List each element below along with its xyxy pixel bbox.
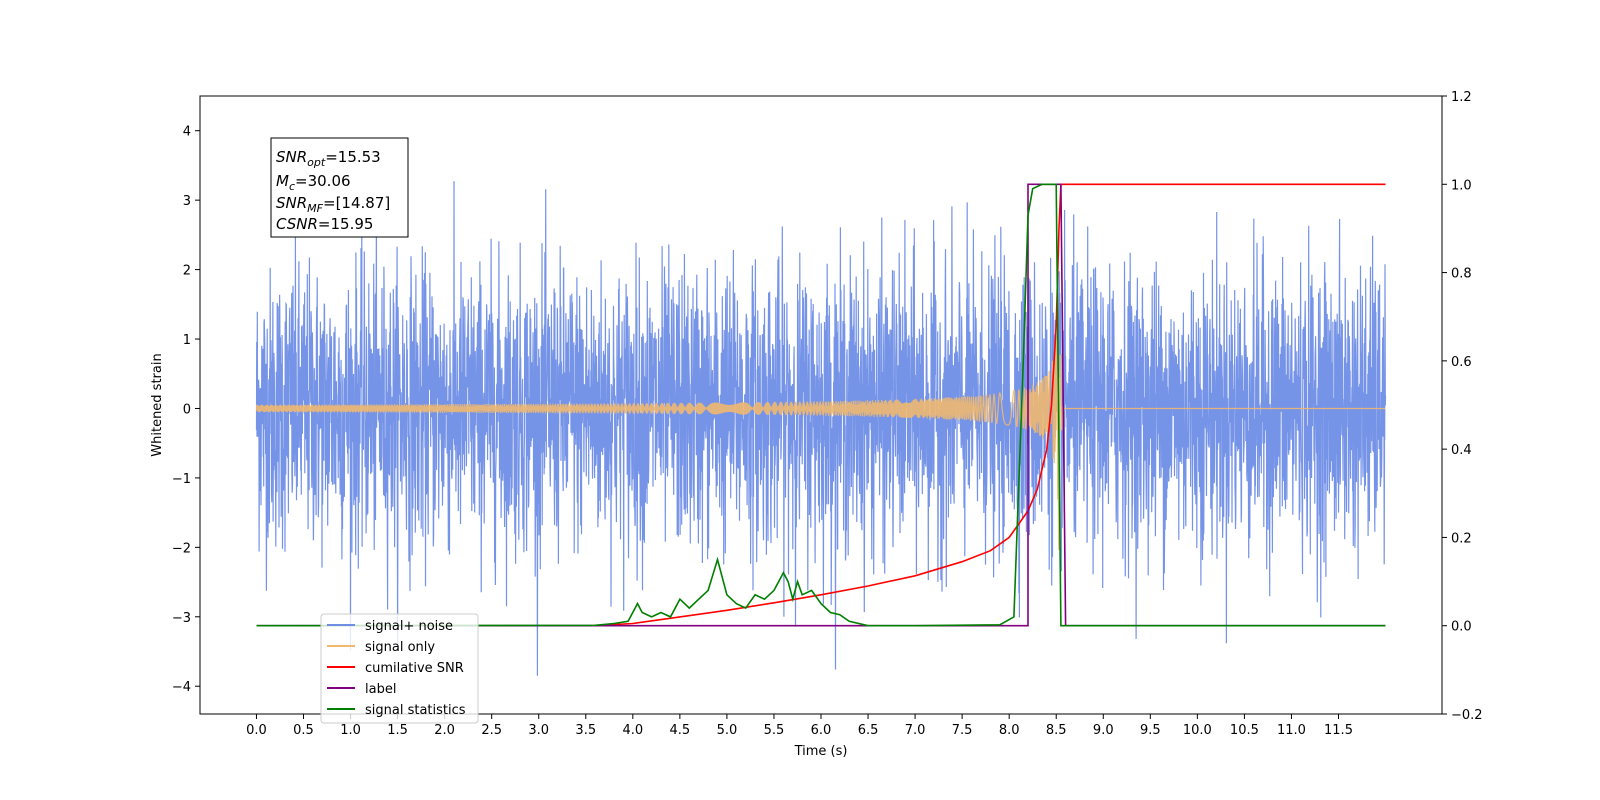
y2-tick-label: 1.0 [1451,178,1472,193]
legend-label-signal-statistics: signal statistics [365,703,466,718]
y-tick-label: −1 [172,472,191,487]
x-axis: 0.0 0.5 1.0 1.5 2.0 2.5 3.0 3.5 4.0 4.5 5.0 5.5 6.0 6… [246,714,1353,738]
x-tick-label: 9.0 [1093,723,1114,738]
stat-mc-sub: c [289,180,295,193]
y-axis-left: 4 3 2 1 0 −1 −2 −3 −4 [172,125,200,695]
x-tick-label: 4.0 [622,723,643,738]
x-tick-label: 3.0 [528,723,549,738]
x-tick-label: 11.5 [1324,723,1353,738]
legend: signal+ noise signal only cumilative SNR… [320,613,479,724]
x-tick-label: 7.5 [952,723,973,738]
series-signal-only [255,336,1386,551]
y2-tick-label: 0.8 [1451,267,1472,282]
x-tick-label: 9.5 [1140,723,1161,738]
stat-snr-opt-base: SNR [276,148,307,166]
y2-tick-label: 1.2 [1451,90,1472,105]
y2-tick-label: 0.0 [1451,620,1472,635]
x-tick-label: 0.0 [246,723,267,738]
x-tick-label: 11.0 [1277,723,1306,738]
x-tick-label: 8.5 [1046,723,1067,738]
y-tick-label: 2 [183,264,191,279]
y-tick-label: −2 [172,541,191,556]
stat-csnr-base: CSNR [276,215,318,233]
series-signal-statistics [256,183,1386,627]
y-axis-label: Whitened strain [150,353,165,456]
stat-csnr-value: =15.95 [318,215,374,233]
y2-tick-label: 0.2 [1451,531,1472,546]
y2-tick-label: 0.6 [1451,355,1472,370]
y2-tick-label: 0.4 [1451,443,1472,458]
x-tick-label: 4.5 [670,723,691,738]
stat-mc-base: M [276,172,289,190]
x-tick-label: 6.5 [858,723,879,738]
x-tick-label: 1.0 [340,723,361,738]
x-tick-label: 6.0 [811,723,832,738]
legend-label-signal-noise: signal+ noise [365,619,453,634]
stat-mc: Mc=30.06 [276,172,351,193]
x-tick-label: 10.0 [1183,723,1212,738]
x-tick-label: 2.0 [434,723,455,738]
series-cumulative-snr [595,183,1386,627]
stat-snr-mf-base: SNR [276,194,307,212]
x-tick-label: 7.0 [905,723,926,738]
y-axis-right: 1.2 1.0 0.8 0.6 0.4 0.2 0.0 −0.2 [1442,90,1483,723]
y-tick-label: −3 [172,611,191,626]
stat-csnr: CSNR=15.95 [276,215,373,233]
stats-box: SNRopt=15.53 Mc=30.06 SNRMF=[14.87] CSNR… [270,137,409,238]
plot-area [255,181,1387,676]
x-tick-label: 8.0 [999,723,1020,738]
x-tick-label: 2.5 [481,723,502,738]
stat-snr-mf-sub: MF [307,202,323,215]
stat-mc-value: =30.06 [295,172,351,190]
x-tick-label: 5.5 [764,723,785,738]
legend-label-cumulative-snr: cumilative SNR [365,661,464,676]
legend-label-label: label [365,682,396,697]
y-tick-label: 4 [183,125,191,140]
y-tick-label: 0 [183,402,191,417]
y-tick-label: 3 [183,194,191,209]
legend-frame [320,613,479,724]
stat-snr-opt-sub: opt [307,156,326,169]
y-tick-label: 1 [183,333,191,348]
x-tick-label: 1.5 [387,723,408,738]
stat-snr-mf: SNRMF=[14.87] [276,194,390,215]
x-tick-label: 5.0 [717,723,738,738]
series-signal-noise [255,181,1387,676]
stat-snr-opt: SNRopt=15.53 [276,148,381,169]
legend-label-signal-only: signal only [365,640,435,655]
stats-box-frame [270,137,409,238]
x-tick-label: 10.5 [1230,723,1259,738]
y2-tick-label: −0.2 [1451,708,1483,723]
stat-snr-opt-value: =15.53 [325,148,381,166]
y-tick-label: −4 [172,680,191,695]
x-axis-label: Time (s) [794,744,848,759]
stat-snr-mf-value: =[14.87] [323,194,390,212]
x-tick-label: 3.5 [575,723,596,738]
x-tick-label: 0.5 [293,723,314,738]
